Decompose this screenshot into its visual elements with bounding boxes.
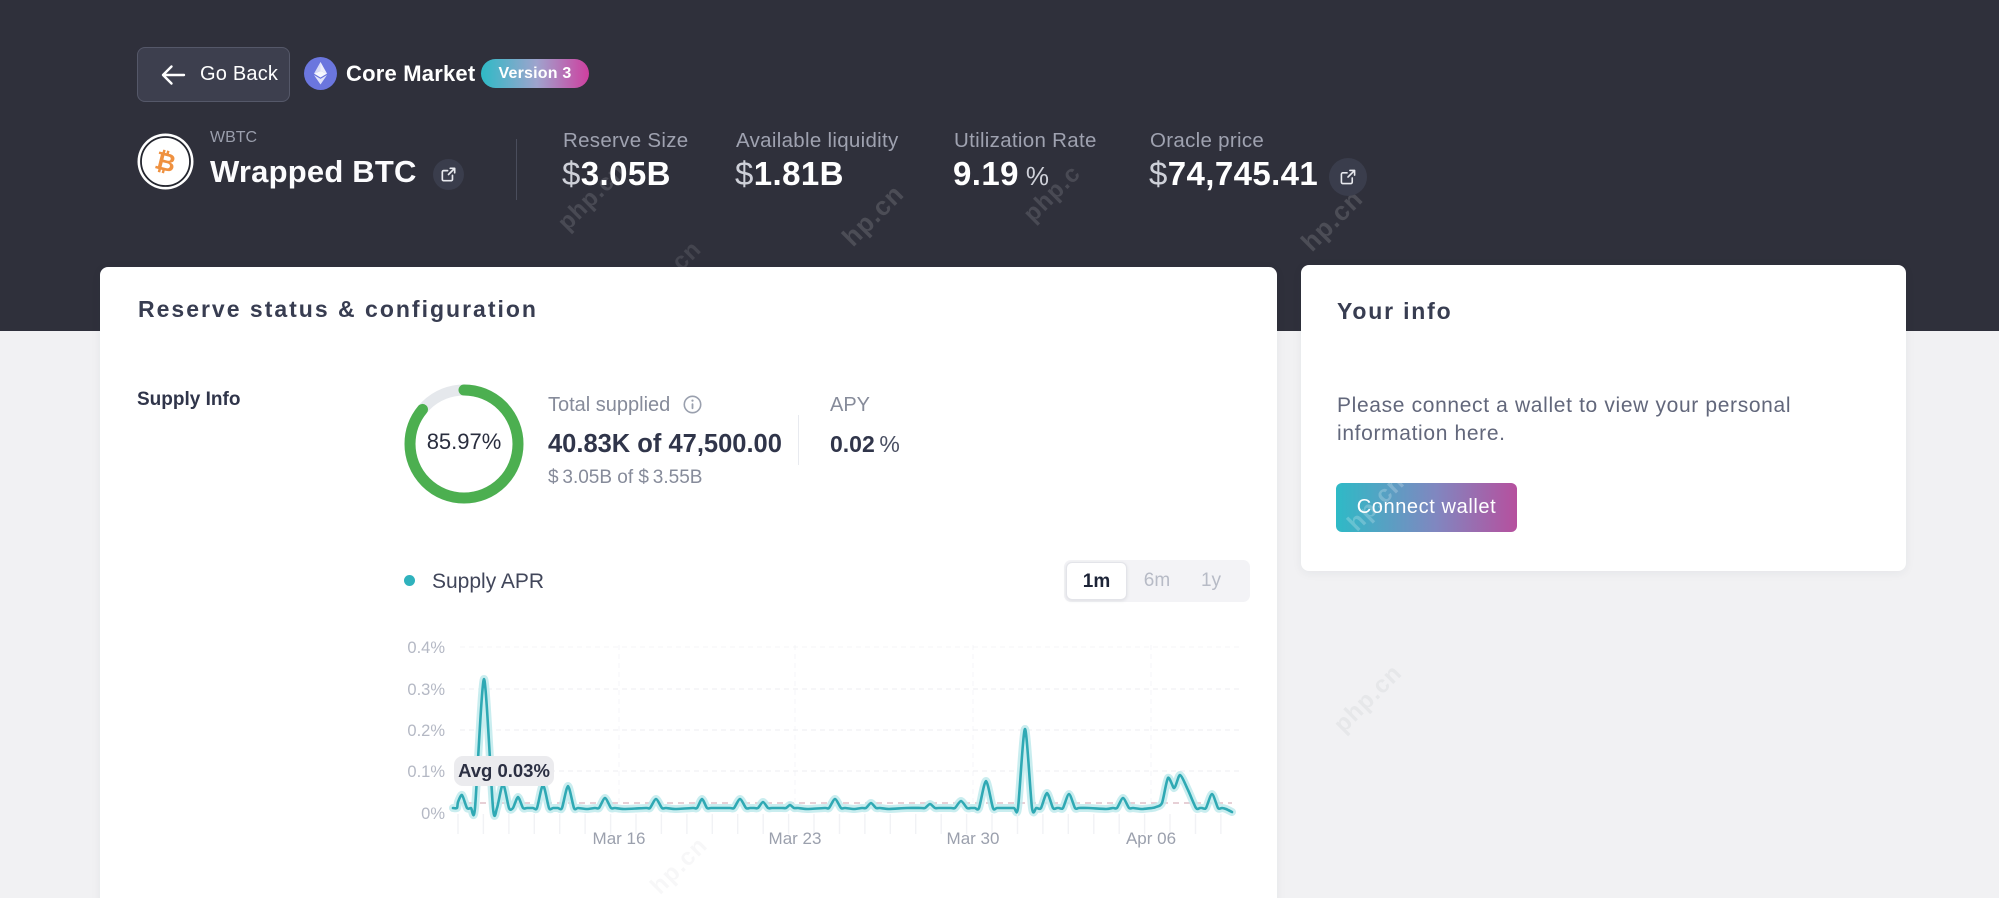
svg-text:0%: 0% — [421, 805, 445, 823]
svg-text:0.4%: 0.4% — [407, 639, 445, 657]
svg-text:Mar 16: Mar 16 — [593, 829, 646, 848]
svg-text:0.1%: 0.1% — [407, 763, 445, 781]
svg-text:Mar 30: Mar 30 — [947, 829, 1000, 848]
svg-text:Apr 06: Apr 06 — [1126, 829, 1176, 848]
svg-text:0.3%: 0.3% — [407, 681, 445, 699]
svg-text:Mar 23: Mar 23 — [769, 829, 822, 848]
svg-text:0.2%: 0.2% — [407, 722, 445, 740]
